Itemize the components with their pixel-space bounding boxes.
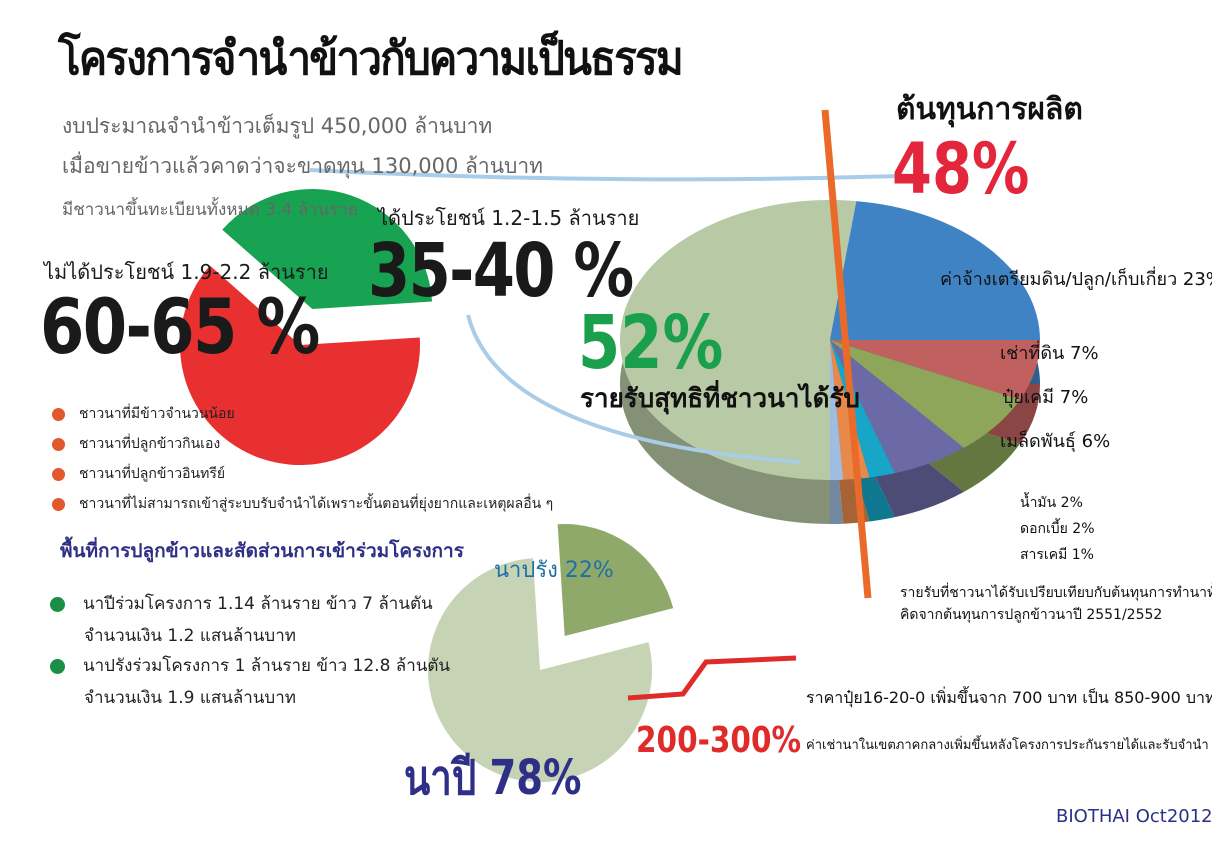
cost-percent: 48% <box>892 128 1030 210</box>
area-heading: พื้นที่การปลูกข้าวและสัดส่วนการเข้าร่วมโ… <box>60 540 464 562</box>
pie-slice <box>180 265 420 466</box>
fertilizer-price-note: ราคาปุ๋ย16-20-0 เพิ่มขึ้นจาก 700 บาท เป็… <box>806 688 1212 707</box>
area-item: นาปรังร่วมโครงการ 1 ล้านราย ข้าว 12.8 ล้… <box>50 652 450 679</box>
farmers-benefit-pie-chart <box>180 189 433 466</box>
subtitle-budget: งบประมาณจำนำข้าวเต็มรูป 450,000 ล้านบาท <box>62 114 493 138</box>
pie-slice <box>830 340 1021 448</box>
cost-footnote-line2: คิดจากต้นทุนการปลูกข้าวนาปี 2551/2552 <box>900 607 1163 623</box>
pie-slice <box>222 189 433 310</box>
source-credit: BIOTHAI Oct2012 <box>1056 806 1212 827</box>
reason-text: ชาวนาที่มีข้าวจำนวนน้อย <box>79 406 235 422</box>
subtitle-loss: เมื่อขายข้าวแล้วคาดว่าจะขาดทุน 130,000 ล… <box>62 154 544 178</box>
cost-item-label: น้ำมัน 2% <box>1020 495 1083 511</box>
benefit-percent: 35-40 % <box>368 228 634 314</box>
pie-slice <box>830 340 1040 400</box>
pie-slice <box>428 558 652 782</box>
bullet-dot-icon <box>50 596 65 612</box>
pie-slice <box>830 201 1040 340</box>
area-item-line2: จำนวนเงิน 1.2 แสนล้านบาท <box>84 626 296 646</box>
rise-line <box>627 655 797 701</box>
reason-text: ชาวนาที่ปลูกข้าวอินทรีย์ <box>79 466 226 482</box>
bullet-dot-icon <box>52 407 65 421</box>
connector-line-cost <box>309 168 901 182</box>
cost-item-label: เช่าที่ดิน 7% <box>1000 343 1099 364</box>
cost-footnote-line1: รายรับที่ชาวนาได้รับเปรียบเทียบกับต้นทุน… <box>900 585 1212 601</box>
reason-text: ชาวนาที่ไม่สามารถเข้าสู่ระบบรับจำนำได้เพ… <box>79 496 554 512</box>
cost-title: ต้นทุนการผลิต <box>896 92 1083 127</box>
rice-area-pie-chart <box>428 524 674 782</box>
pie-slice <box>557 524 674 637</box>
production-cost-pie-chart <box>620 200 1040 525</box>
cost-item-label: ดอกเบี้ย 2% <box>1020 521 1095 537</box>
cost-item-label: เมล็ดพันธุ์ 6% <box>1000 431 1111 452</box>
cost-item-label: สารเคมี 1% <box>1020 547 1094 563</box>
bullet-dot-icon <box>50 658 65 674</box>
reason-item: ชาวนาที่ปลูกข้าวกินเอง <box>52 433 220 455</box>
rainfed-area-label: นาปี 78% <box>404 750 582 806</box>
divider-orange-line <box>821 109 872 599</box>
reason-item: ชาวนาที่ปลูกข้าวอินทรีย์ <box>52 463 225 485</box>
rent-price-note: ค่าเช่านาในเขตภาคกลางเพิ่มขึ้นหลังโครงกา… <box>806 738 1209 753</box>
pie-slice <box>830 340 844 480</box>
cost-item-label: ค่าจ้างเตรียมดิน/ปลูก/เก็บเกี่ยว 23% <box>940 269 1212 290</box>
income-percent: 52% <box>578 300 724 386</box>
bullet-dot-icon <box>52 497 65 511</box>
area-item-line1: นาปรังร่วมโครงการ 1 ล้านราย ข้าว 12.8 ล้… <box>83 656 451 676</box>
benefit-label: ได้ประโยชน์ 1.2-1.5 ล้านราย <box>378 206 640 230</box>
reason-item: ชาวนาที่มีข้าวจำนวนน้อย <box>52 403 235 425</box>
irrigated-area-label: นาปรัง 22% <box>494 558 614 583</box>
rise-percent: 200-300% <box>636 720 802 761</box>
reason-item: ชาวนาที่ไม่สามารถเข้าสู่ระบบรับจำนำได้เพ… <box>52 493 553 515</box>
cost-item-label: ปุ๋ยเคมี 7% <box>1002 387 1089 408</box>
page-title: โครงการจำนำข้าวกับความเป็นธรรม <box>58 31 684 85</box>
not-benefit-label: ไม่ได้ประโยชน์ 1.9-2.2 ล้านราย <box>44 260 329 284</box>
area-item: นาปีร่วมโครงการ 1.14 ล้านราย ข้าว 7 ล้าน… <box>50 590 433 617</box>
not-benefit-percent: 60-65 % <box>40 282 320 371</box>
connector-line-benefit <box>466 314 801 464</box>
income-label: รายรับสุทธิที่ชาวนาได้รับ <box>580 384 860 414</box>
bullet-dot-icon <box>52 437 65 451</box>
pie-slice <box>620 200 857 480</box>
reason-text: ชาวนาที่ปลูกข้าวกินเอง <box>79 436 221 452</box>
subtitle-registered: มีชาวนาขึ้นทะเบียนทั้งหมด 3.4 ล้านราย <box>62 200 358 220</box>
area-item-line1: นาปีร่วมโครงการ 1.14 ล้านราย ข้าว 7 ล้าน… <box>83 594 433 614</box>
area-item-line2: จำนวนเงิน 1.9 แสนล้านบาท <box>84 688 296 708</box>
pie-slice <box>830 340 964 474</box>
bullet-dot-icon <box>52 467 65 481</box>
